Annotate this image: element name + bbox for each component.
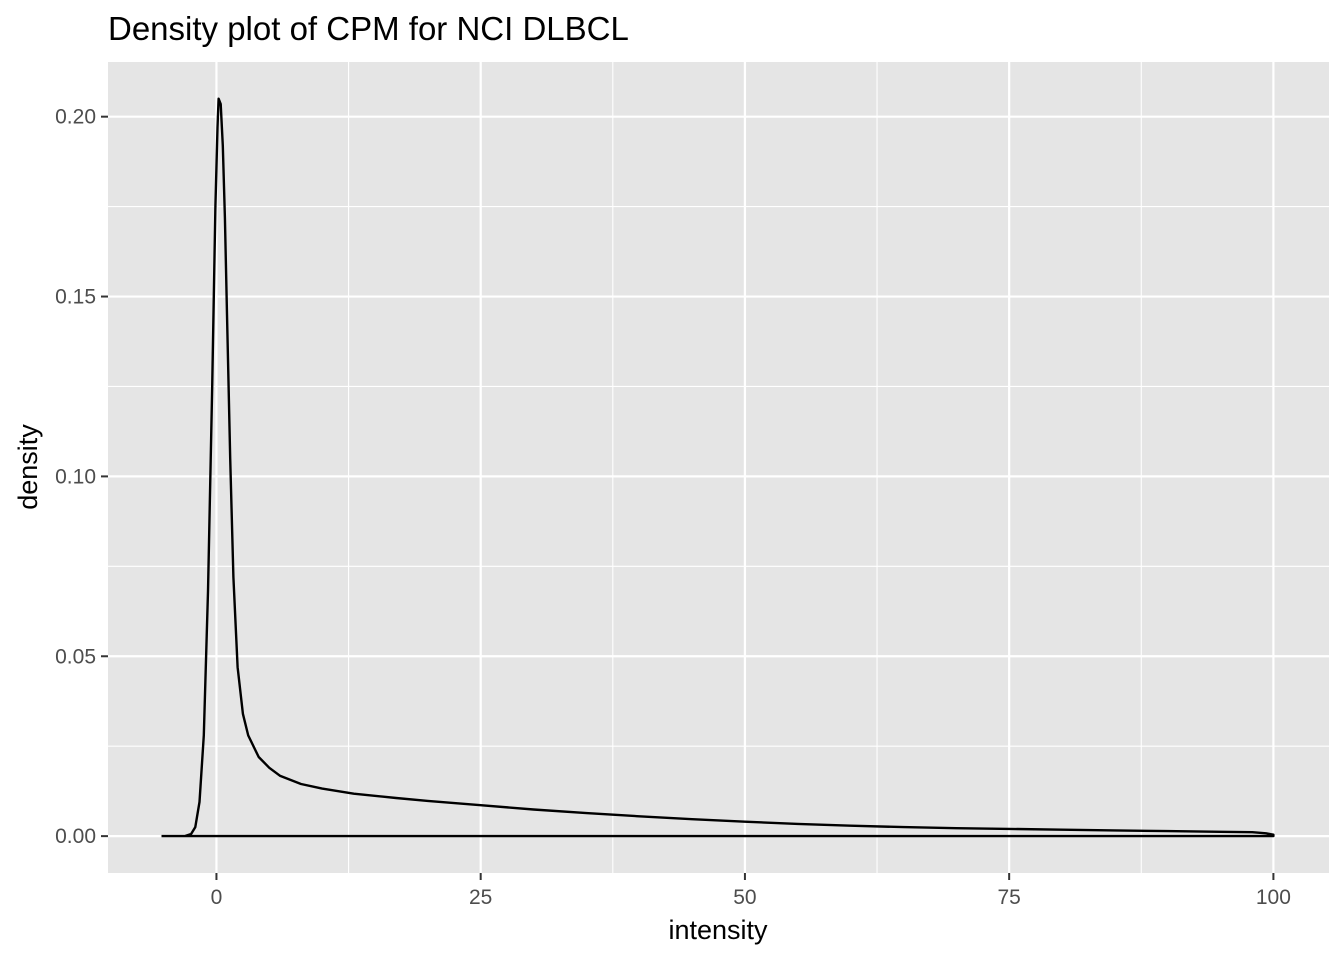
y-tick-label: 0.05 [55, 645, 96, 668]
y-tick-label: 0.20 [55, 106, 96, 129]
x-axis-ticks: 0 25 50 75 100 [211, 873, 1291, 909]
x-tick-label: 50 [733, 886, 756, 909]
y-tick-label: 0.15 [55, 286, 96, 309]
y-tick-label: 0.00 [55, 825, 96, 848]
x-tick-label: 25 [469, 886, 492, 909]
x-tick-label: 75 [997, 886, 1020, 909]
x-tick-label: 0 [211, 886, 223, 909]
y-tick-label: 0.10 [55, 465, 96, 488]
chart-title: Density plot of CPM for NCI DLBCL [108, 10, 629, 47]
x-tick-label: 100 [1256, 886, 1291, 909]
x-axis-title: intensity [668, 915, 768, 945]
plot-panel [108, 62, 1329, 873]
y-axis-title: density [13, 424, 43, 510]
minor-gridlines [108, 62, 1329, 873]
density-curve [161, 97, 1275, 838]
y-axis-ticks: 0.00 0.05 0.10 0.15 0.20 [55, 106, 108, 848]
